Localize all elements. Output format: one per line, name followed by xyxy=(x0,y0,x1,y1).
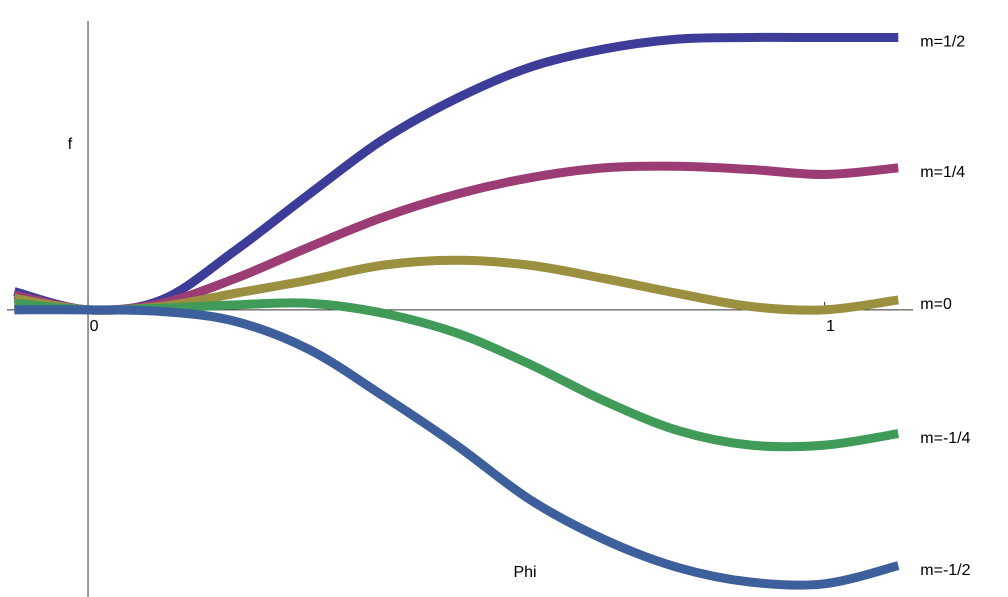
legend-label: m=-1/4 xyxy=(920,430,970,447)
curve xyxy=(14,305,900,590)
curve xyxy=(13,298,899,452)
legend-label: m=1/2 xyxy=(920,34,965,51)
legend-label: m=0 xyxy=(920,296,952,313)
y-axis-label: f xyxy=(68,136,73,153)
x-tick-label: 0 xyxy=(90,318,99,335)
legend-label: m=1/4 xyxy=(920,164,965,181)
legend-label: m=-1/2 xyxy=(920,562,970,579)
x-axis-label: Phi xyxy=(513,564,536,581)
curves xyxy=(13,32,900,590)
x-tick-label: 1 xyxy=(826,318,835,335)
curve xyxy=(13,161,899,315)
